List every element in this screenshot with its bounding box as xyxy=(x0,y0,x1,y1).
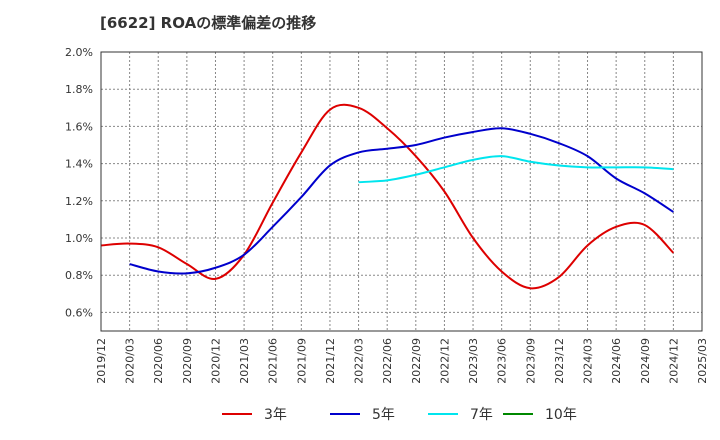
x-tick-label: 2021/09 xyxy=(295,338,308,384)
chart-title: [6622] ROAの標準偏差の推移 xyxy=(100,14,317,32)
x-axis-ticks: 2019/12 2020/03 2020/06 2020/09 2020/12 2021/… xyxy=(95,338,709,384)
legend: 3年 5年 7年 10年 xyxy=(222,407,577,423)
series-line-0 xyxy=(100,103,675,290)
x-tick-label: 2022/09 xyxy=(410,338,423,384)
x-tick-label: 2023/03 xyxy=(467,338,480,384)
y-tick-label: 0.6% xyxy=(65,306,93,319)
y-tick-label: 0.8% xyxy=(65,269,93,282)
x-tick-label: 2022/12 xyxy=(438,338,451,384)
x-tick-label: 2024/06 xyxy=(610,338,623,384)
x-tick-label: 2023/06 xyxy=(496,338,509,384)
y-tick-label: 1.8% xyxy=(65,83,93,96)
y-tick-label: 2.0% xyxy=(65,46,93,59)
x-tick-label: 2020/06 xyxy=(152,338,165,384)
legend-label-2: 7年 xyxy=(470,407,493,423)
x-tick-label: 2019/12 xyxy=(95,338,108,384)
legend-label-3: 10年 xyxy=(545,407,577,423)
y-tick-label: 1.2% xyxy=(65,195,93,208)
x-tick-label: 2020/03 xyxy=(124,338,137,384)
x-tick-label: 2024/12 xyxy=(667,338,680,384)
x-tick-label: 2021/06 xyxy=(267,338,280,384)
x-tick-label: 2024/09 xyxy=(639,338,652,384)
series-line-1 xyxy=(129,127,674,275)
y-tick-label: 1.6% xyxy=(65,120,93,133)
x-tick-label: 2024/03 xyxy=(582,338,595,384)
x-tick-label: 2023/12 xyxy=(553,338,566,384)
series-line-2 xyxy=(358,155,674,184)
x-tick-label: 2022/03 xyxy=(353,338,366,384)
legend-label-1: 5年 xyxy=(372,407,395,423)
x-tick-label: 2023/09 xyxy=(524,338,537,384)
x-tick-label: 2021/03 xyxy=(238,338,251,384)
x-tick-label: 2020/12 xyxy=(209,338,222,384)
y-axis-ticks: 0.6% 0.8% 1.0% 1.2% 1.4% 1.6% 1.8% 2.0% xyxy=(65,46,93,319)
x-tick-label: 2025/03 xyxy=(696,338,709,384)
legend-label-0: 3年 xyxy=(264,407,287,423)
x-tick-label: 2022/06 xyxy=(381,338,394,384)
series-lines xyxy=(100,103,675,290)
plot-frame xyxy=(100,51,703,332)
y-tick-label: 1.4% xyxy=(65,158,93,171)
grid xyxy=(101,51,702,331)
y-tick-label: 1.0% xyxy=(65,232,93,245)
x-tick-label: 2021/12 xyxy=(324,338,337,384)
x-tick-label: 2020/09 xyxy=(181,338,194,384)
